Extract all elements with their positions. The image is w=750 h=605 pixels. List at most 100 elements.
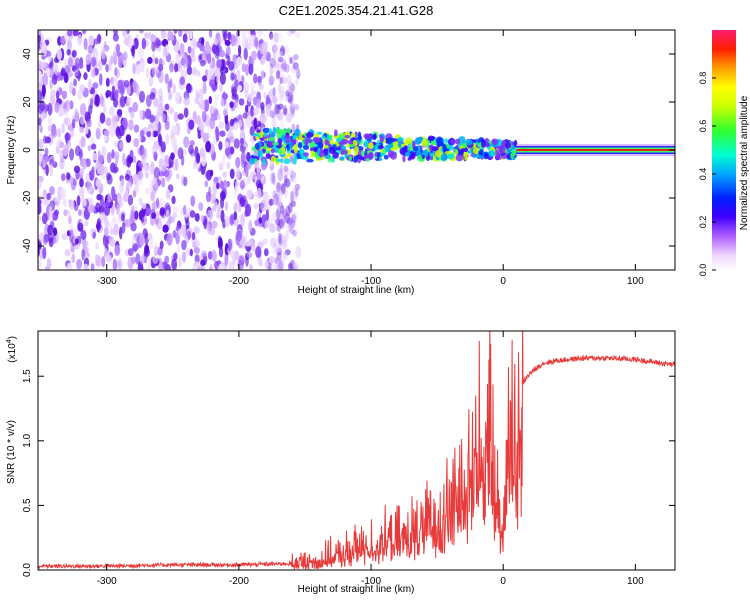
noise-speck	[253, 37, 259, 48]
noise-speck	[109, 227, 115, 236]
noise-speck	[179, 76, 186, 86]
track-blob	[435, 136, 443, 145]
noise-speck	[59, 187, 67, 200]
noise-speck	[224, 140, 229, 149]
noise-speck	[268, 198, 274, 206]
noise-speck	[56, 71, 61, 82]
noise-speck	[162, 46, 168, 58]
snr-x-axis-label: Height of straight line (km)	[298, 584, 415, 595]
noise-speck	[88, 35, 95, 47]
noise-speck	[116, 109, 123, 117]
noise-speck	[38, 150, 44, 162]
snr-multiplier-close: )	[7, 336, 18, 339]
noise-speck	[191, 55, 197, 63]
noise-speck	[289, 171, 297, 180]
noise-speck	[287, 80, 293, 93]
noise-speck	[183, 107, 189, 118]
spectrogram-signal-track	[249, 126, 675, 166]
noise-speck	[152, 253, 159, 265]
noise-speck	[220, 97, 224, 108]
noise-speck	[282, 60, 287, 73]
noise-speck	[77, 89, 83, 101]
noise-speck	[288, 103, 292, 114]
noise-speck	[229, 101, 234, 109]
spectrogram-x-tick-label: -200	[229, 276, 249, 287]
noise-speck	[269, 31, 274, 40]
noise-speck	[191, 67, 198, 76]
noise-speck	[199, 44, 205, 52]
track-blob	[434, 150, 443, 158]
noise-speck	[220, 180, 224, 190]
snr-multiplier-exp: 4	[6, 339, 13, 343]
noise-speck	[92, 231, 96, 239]
noise-speck	[219, 72, 226, 85]
noise-speck	[214, 93, 220, 100]
noise-speck	[182, 33, 188, 43]
track-blob	[387, 150, 395, 158]
noise-speck	[131, 45, 135, 57]
noise-speck	[43, 74, 49, 86]
noise-speck	[57, 105, 65, 117]
noise-speck	[76, 195, 81, 207]
noise-speck	[165, 189, 171, 200]
noise-speck	[54, 101, 60, 113]
snr-y-axis: 0.0 0.5 1.0 1.5	[22, 369, 675, 577]
noise-speck	[205, 171, 212, 180]
noise-speck	[79, 103, 87, 116]
track-blob	[324, 138, 329, 146]
noise-speck	[151, 212, 157, 219]
noise-speck	[292, 229, 297, 237]
noise-speck	[164, 264, 171, 270]
noise-speck	[60, 173, 66, 182]
track-blob	[328, 146, 336, 155]
noise-speck	[287, 262, 293, 270]
noise-speck	[93, 38, 100, 45]
noise-speck	[155, 197, 160, 208]
noise-speck	[164, 120, 170, 131]
noise-speck	[238, 119, 243, 128]
noise-speck	[177, 113, 184, 120]
track-blob	[417, 154, 423, 162]
noise-speck	[216, 182, 220, 190]
noise-speck	[230, 213, 235, 221]
noise-speck	[268, 75, 274, 86]
track-blob	[262, 158, 266, 166]
noise-speck	[245, 164, 249, 178]
noise-speck	[73, 69, 79, 77]
track-blob	[359, 156, 365, 161]
track-blob	[308, 142, 316, 148]
track-blob	[377, 145, 384, 150]
snr-y-axis-label: SNR (10 * v/v)	[6, 420, 17, 484]
track-blob	[268, 136, 276, 142]
noise-speck	[205, 140, 211, 153]
noise-speck	[156, 88, 163, 97]
noise-speck	[94, 94, 100, 107]
noise-speck	[285, 90, 290, 97]
track-blob	[455, 154, 464, 162]
noise-speck	[274, 237, 280, 251]
track-blob	[278, 158, 284, 163]
track-blob	[442, 144, 447, 152]
noise-speck	[240, 213, 245, 227]
noise-speck	[104, 165, 108, 175]
noise-speck	[96, 220, 101, 233]
track-blob	[352, 139, 358, 146]
noise-speck	[115, 260, 121, 268]
noise-speck	[271, 95, 278, 105]
noise-speck	[167, 80, 171, 94]
noise-speck	[277, 103, 284, 110]
noise-speck	[238, 98, 245, 106]
noise-speck	[191, 265, 198, 270]
noise-speck	[271, 111, 277, 121]
noise-speck	[61, 122, 65, 134]
track-blob	[323, 147, 329, 156]
signal-band-core	[516, 149, 675, 151]
noise-speck	[222, 171, 227, 178]
track-blob	[383, 154, 389, 160]
noise-speck	[198, 101, 204, 109]
noise-speck	[48, 209, 54, 223]
noise-speck	[258, 259, 263, 267]
track-blob	[284, 158, 291, 165]
noise-speck	[114, 154, 119, 166]
track-blob	[341, 149, 348, 155]
